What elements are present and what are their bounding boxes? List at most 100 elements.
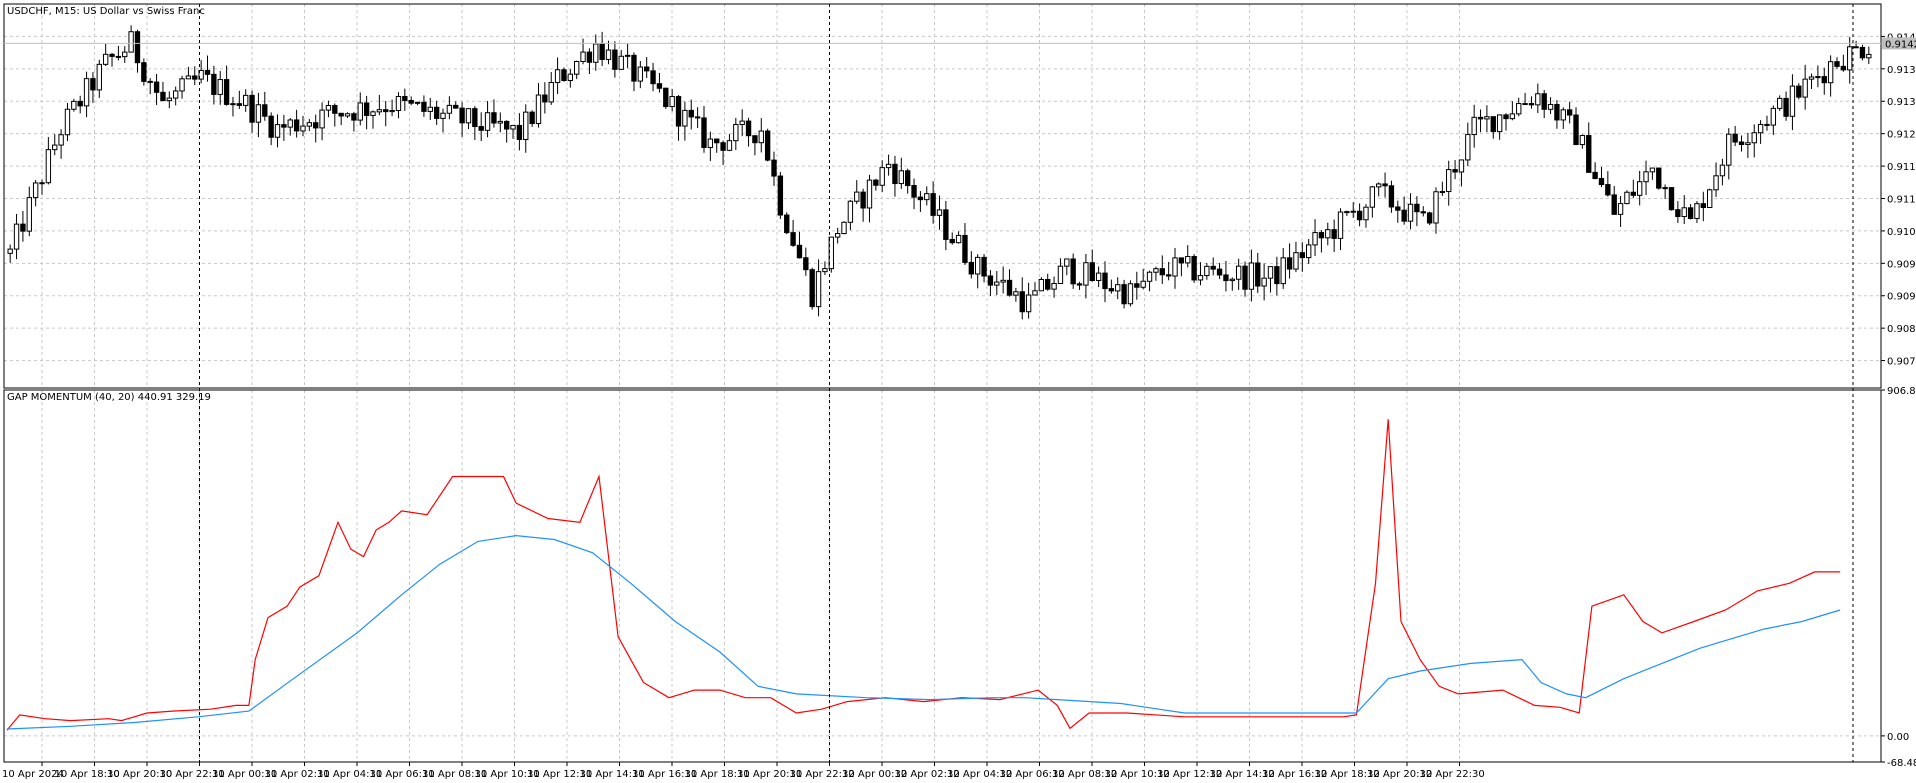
bull-candle: [1197, 275, 1204, 281]
bull-candle: [1363, 206, 1369, 221]
bear-candle: [1656, 167, 1662, 189]
bear-candle: [332, 104, 338, 114]
bull-candle: [1153, 268, 1159, 273]
bear-candle: [223, 79, 230, 105]
bull-candle: [854, 191, 860, 202]
bear-candle: [141, 62, 147, 82]
price-tick-label: 0.90850: [1887, 324, 1916, 335]
time-tick-label: 11 Apr 18:30: [685, 769, 750, 780]
time-tick-label: 12 Apr 18:30: [1315, 769, 1380, 780]
bull-candle: [1847, 46, 1853, 71]
bear-candle: [1070, 258, 1076, 285]
bear-candle: [147, 80, 153, 83]
bull-candle: [1496, 114, 1503, 133]
bear-candle: [408, 99, 414, 104]
bear-candle: [1541, 93, 1547, 110]
bear-candle: [656, 83, 663, 89]
bull-candle: [879, 167, 885, 186]
bear-candle: [930, 193, 936, 216]
bull-candle: [1305, 244, 1312, 259]
bear-candle: [784, 214, 790, 234]
bear-candle: [701, 117, 707, 148]
bear-candle: [714, 138, 720, 144]
session-separators: [199, 4, 1854, 762]
bear-candle: [981, 256, 987, 277]
bull-candle: [389, 110, 395, 113]
bull-candle: [1745, 142, 1751, 146]
indicator-panel: GAP MOMENTUM (40, 20) 440.91 329.19 906.…: [3, 386, 1916, 769]
bull-candle: [1337, 211, 1344, 239]
bear-candle: [1586, 135, 1592, 173]
time-tick-label: 11 Apr 02:30: [265, 769, 330, 780]
bull-candle: [1560, 109, 1566, 121]
indicator-axis: 906.86 0.00 -68.48: [1881, 386, 1916, 769]
bull-candle: [179, 78, 185, 92]
bear-candle: [1134, 283, 1140, 288]
bear-candle: [1159, 268, 1165, 276]
bull-candle: [1465, 134, 1471, 161]
price-panel: USDCHF, M15: US Dollar vs Swiss Franc 0.…: [3, 3, 1916, 389]
bull-candle: [172, 90, 179, 99]
bear-candle: [917, 196, 924, 201]
bull-candle: [618, 55, 624, 70]
bull-candle: [510, 124, 516, 130]
bull-candle: [637, 66, 644, 82]
bull-candle: [1757, 123, 1764, 134]
bull-candle: [1649, 167, 1656, 173]
bull-candle: [1471, 116, 1477, 136]
bull-candle: [1484, 116, 1490, 120]
indicator-tick-label: 906.86: [1887, 386, 1916, 397]
time-tick-label: 12 Apr 22:30: [1420, 769, 1485, 780]
bull-candle: [376, 109, 383, 113]
bear-candle: [771, 159, 777, 177]
bull-candle: [465, 108, 472, 124]
current-price-tag: [1882, 37, 1916, 50]
bull-candle: [1280, 257, 1286, 285]
bear-candle: [262, 104, 268, 117]
time-tick-label: 12 Apr 08:30: [1052, 769, 1117, 780]
bear-candle: [1554, 103, 1560, 121]
bull-candle: [446, 104, 453, 114]
time-tick-label: 10 Apr 18:30: [55, 769, 120, 780]
bear-candle: [1732, 133, 1738, 143]
bull-candle: [1172, 257, 1178, 277]
bear-candle: [1356, 210, 1363, 221]
bear-candle: [90, 78, 96, 91]
indicator-grid: [4, 390, 1881, 762]
bull-candle: [1827, 61, 1834, 84]
time-tick-label: 12 Apr 00:30: [842, 769, 907, 780]
bear-candle: [873, 179, 879, 186]
time-tick-label: 12 Apr 12:30: [1157, 769, 1222, 780]
time-tick-label: 11 Apr 06:30: [370, 769, 435, 780]
bull-candle: [274, 124, 281, 138]
bull-candle: [32, 182, 39, 199]
bull-candle: [1726, 133, 1732, 166]
bear-candle: [968, 261, 975, 275]
bull-candle: [1325, 229, 1331, 239]
bull-candle: [45, 149, 52, 184]
bear-candle: [1318, 232, 1325, 239]
bull-candle: [1204, 265, 1210, 277]
time-tick-label: 11 Apr 14:30: [580, 769, 645, 780]
bull-candle: [1681, 207, 1687, 218]
bull-candle: [319, 109, 325, 129]
bull-candle: [1516, 103, 1522, 115]
bear-candle: [586, 51, 593, 63]
bear-candle: [383, 109, 389, 113]
bull-candle: [1751, 132, 1757, 144]
bull-candle: [1095, 272, 1102, 282]
bear-candle: [1274, 266, 1280, 285]
price-tick-label: 0.91175: [1887, 162, 1916, 173]
bull-candle: [1770, 107, 1777, 126]
bull-candle: [1115, 284, 1121, 292]
bear-candle: [1452, 169, 1458, 173]
bull-candle: [166, 97, 172, 102]
bull-candle: [554, 69, 561, 84]
bear-candle: [402, 95, 408, 101]
bear-candle: [1216, 268, 1223, 276]
bear-candle: [1668, 187, 1675, 211]
time-tick-label: 11 Apr 10:30: [475, 769, 540, 780]
bull-candle: [39, 182, 45, 185]
time-tick-label: 10 Apr 22:30: [160, 769, 225, 780]
bear-candle: [860, 191, 866, 209]
